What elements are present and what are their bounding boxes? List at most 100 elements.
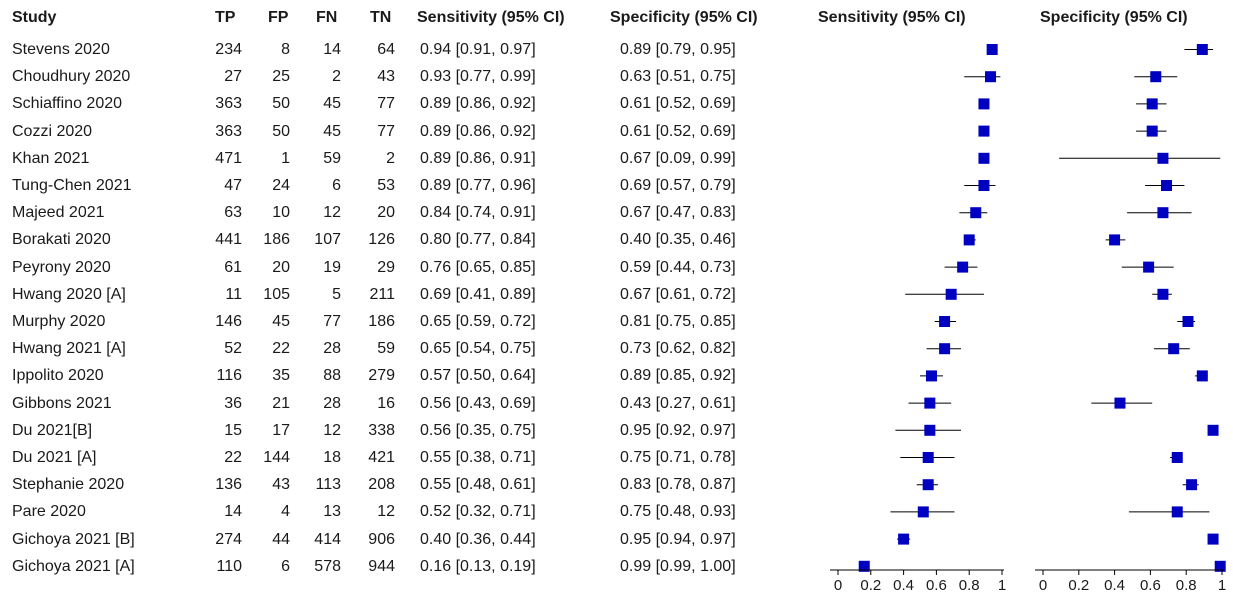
cell-spec: 0.43 [0.27, 0.61] [620, 394, 736, 412]
point-marker [1186, 479, 1198, 491]
cell-fp: 10 [272, 204, 290, 222]
cell-fp: 44 [272, 530, 290, 548]
cell-fn: 45 [323, 95, 341, 113]
header-specificity: Specificity (95% CI) [610, 9, 758, 26]
cell-study: Gichoya 2021 [B] [12, 530, 135, 548]
header-specificity-plot: Specificity (95% CI) [1040, 9, 1188, 26]
cell-tn: 77 [377, 122, 395, 140]
point-marker [1157, 288, 1169, 300]
cell-fp: 8 [281, 41, 290, 58]
cell-fn: 19 [323, 258, 341, 276]
cell-tp: 22 [224, 449, 242, 466]
cell-tp: 14 [224, 503, 242, 521]
cell-tn: 338 [368, 421, 395, 439]
cell-study: Ippolito 2020 [12, 367, 104, 385]
point-marker [925, 370, 937, 382]
point-marker [1171, 452, 1183, 463]
x-tick-label: 0 [1039, 577, 1047, 594]
cell-fn: 414 [314, 530, 341, 548]
cell-fn: 578 [314, 557, 341, 575]
header-fp: FP [268, 9, 289, 26]
cell-spec: 0.95 [0.92, 0.97] [620, 421, 736, 439]
cell-spec: 0.89 [0.79, 0.95] [620, 41, 736, 58]
cell-tp: 441 [215, 231, 242, 249]
cell-tn: 421 [368, 449, 395, 466]
cell-tp: 61 [224, 258, 242, 276]
cell-tp: 363 [215, 95, 242, 113]
cell-spec: 0.67 [0.47, 0.83] [620, 204, 736, 222]
cell-tn: 906 [368, 530, 395, 548]
point-marker [978, 125, 990, 137]
cell-fp: 22 [272, 340, 290, 358]
cell-tp: 136 [215, 476, 242, 494]
cell-study: Schiaffino 2020 [12, 95, 123, 113]
cell-tp: 52 [224, 340, 242, 358]
cell-study: Du 2021 [A] [12, 449, 97, 466]
cell-study: Gichoya 2021 [A] [12, 557, 135, 575]
cell-fp: 24 [272, 177, 290, 194]
cell-tn: 64 [377, 41, 395, 58]
cell-tp: 27 [224, 68, 242, 86]
cell-tn: 20 [377, 204, 395, 222]
cell-sens: 0.52 [0.32, 0.71] [420, 503, 536, 521]
point-marker [970, 207, 982, 219]
point-marker [1196, 44, 1208, 55]
header-study: Study [12, 9, 57, 26]
x-tick-label: 0 [834, 577, 842, 594]
cell-fp: 6 [281, 557, 290, 575]
cell-study: Murphy 2020 [12, 313, 106, 330]
table-row: Gichoya 2021 [B] 274 44 414 906 0.40 [0.36, 0… [0, 526, 800, 553]
cell-study: Pare 2020 [12, 503, 86, 521]
cell-tn: 43 [377, 68, 395, 86]
point-marker [898, 533, 910, 545]
x-tick-label: 1 [998, 577, 1006, 594]
cell-sens: 0.65 [0.54, 0.75] [420, 340, 536, 358]
point-marker [1114, 397, 1126, 409]
table-row: Ippolito 2020 116 35 88 279 0.57 [0.50, 0.64]… [0, 362, 800, 389]
cell-spec: 0.95 [0.94, 0.97] [620, 530, 736, 548]
cell-tn: 16 [377, 394, 395, 412]
point-marker [1143, 261, 1155, 273]
cell-fn: 59 [323, 149, 341, 167]
cell-fp: 20 [272, 258, 290, 276]
cell-tp: 234 [215, 41, 242, 58]
cell-study: Peyrony 2020 [12, 258, 111, 276]
table-row: Choudhury 2020 27 25 2 43 0.93 [0.77, 0.99] 0.… [0, 63, 800, 90]
cell-study: Du 2021[B] [12, 421, 93, 439]
point-marker [978, 152, 990, 164]
point-marker [978, 98, 990, 110]
cell-study: Gibbons 2021 [12, 394, 112, 412]
cell-fn: 77 [323, 313, 341, 330]
point-marker [1150, 71, 1162, 83]
cell-sens: 0.80 [0.77, 0.84] [420, 231, 536, 249]
cell-tn: 186 [368, 313, 395, 330]
cell-spec: 0.67 [0.61, 0.72] [620, 285, 736, 303]
cell-fp: 1 [281, 149, 290, 167]
cell-tp: 274 [215, 530, 242, 548]
cell-study: Hwang 2020 [A] [12, 285, 126, 303]
cell-sens: 0.57 [0.50, 0.64] [420, 367, 536, 385]
cell-tn: 29 [377, 258, 395, 276]
table-row: Stephanie 2020 136 43 113 208 0.55 [0.48, 0.6… [0, 471, 800, 498]
cell-spec: 0.63 [0.51, 0.75] [620, 68, 736, 86]
cell-fn: 2 [332, 68, 341, 86]
cell-fp: 4 [281, 503, 290, 521]
cell-spec: 0.67 [0.09, 0.99] [620, 149, 736, 167]
cell-spec: 0.75 [0.71, 0.78] [620, 449, 736, 466]
x-tick-label: 0.2 [860, 577, 881, 594]
point-marker [978, 180, 990, 191]
table-row: Tung-Chen 2021 47 24 6 53 0.89 [0.77, 0.96] 0.… [0, 172, 800, 199]
table-row: Khan 2021 471 1 59 2 0.89 [0.86, 0.91] 0.67 [0… [0, 145, 800, 172]
cell-sens: 0.40 [0.36, 0.44] [420, 530, 536, 548]
cell-fn: 113 [315, 476, 341, 494]
cell-fp: 17 [272, 421, 290, 439]
point-marker [924, 424, 936, 436]
x-tick-label: 0.8 [959, 577, 980, 594]
cell-fp: 25 [272, 68, 290, 86]
point-marker [939, 316, 951, 327]
cell-tn: 208 [368, 476, 395, 494]
cell-fn: 18 [323, 449, 341, 466]
point-marker [924, 397, 936, 409]
table-row: Hwang 2020 [A] 11 105 5 211 0.69 [0.41, 0.89]… [0, 281, 800, 308]
cell-sens: 0.89 [0.77, 0.96] [420, 177, 536, 194]
